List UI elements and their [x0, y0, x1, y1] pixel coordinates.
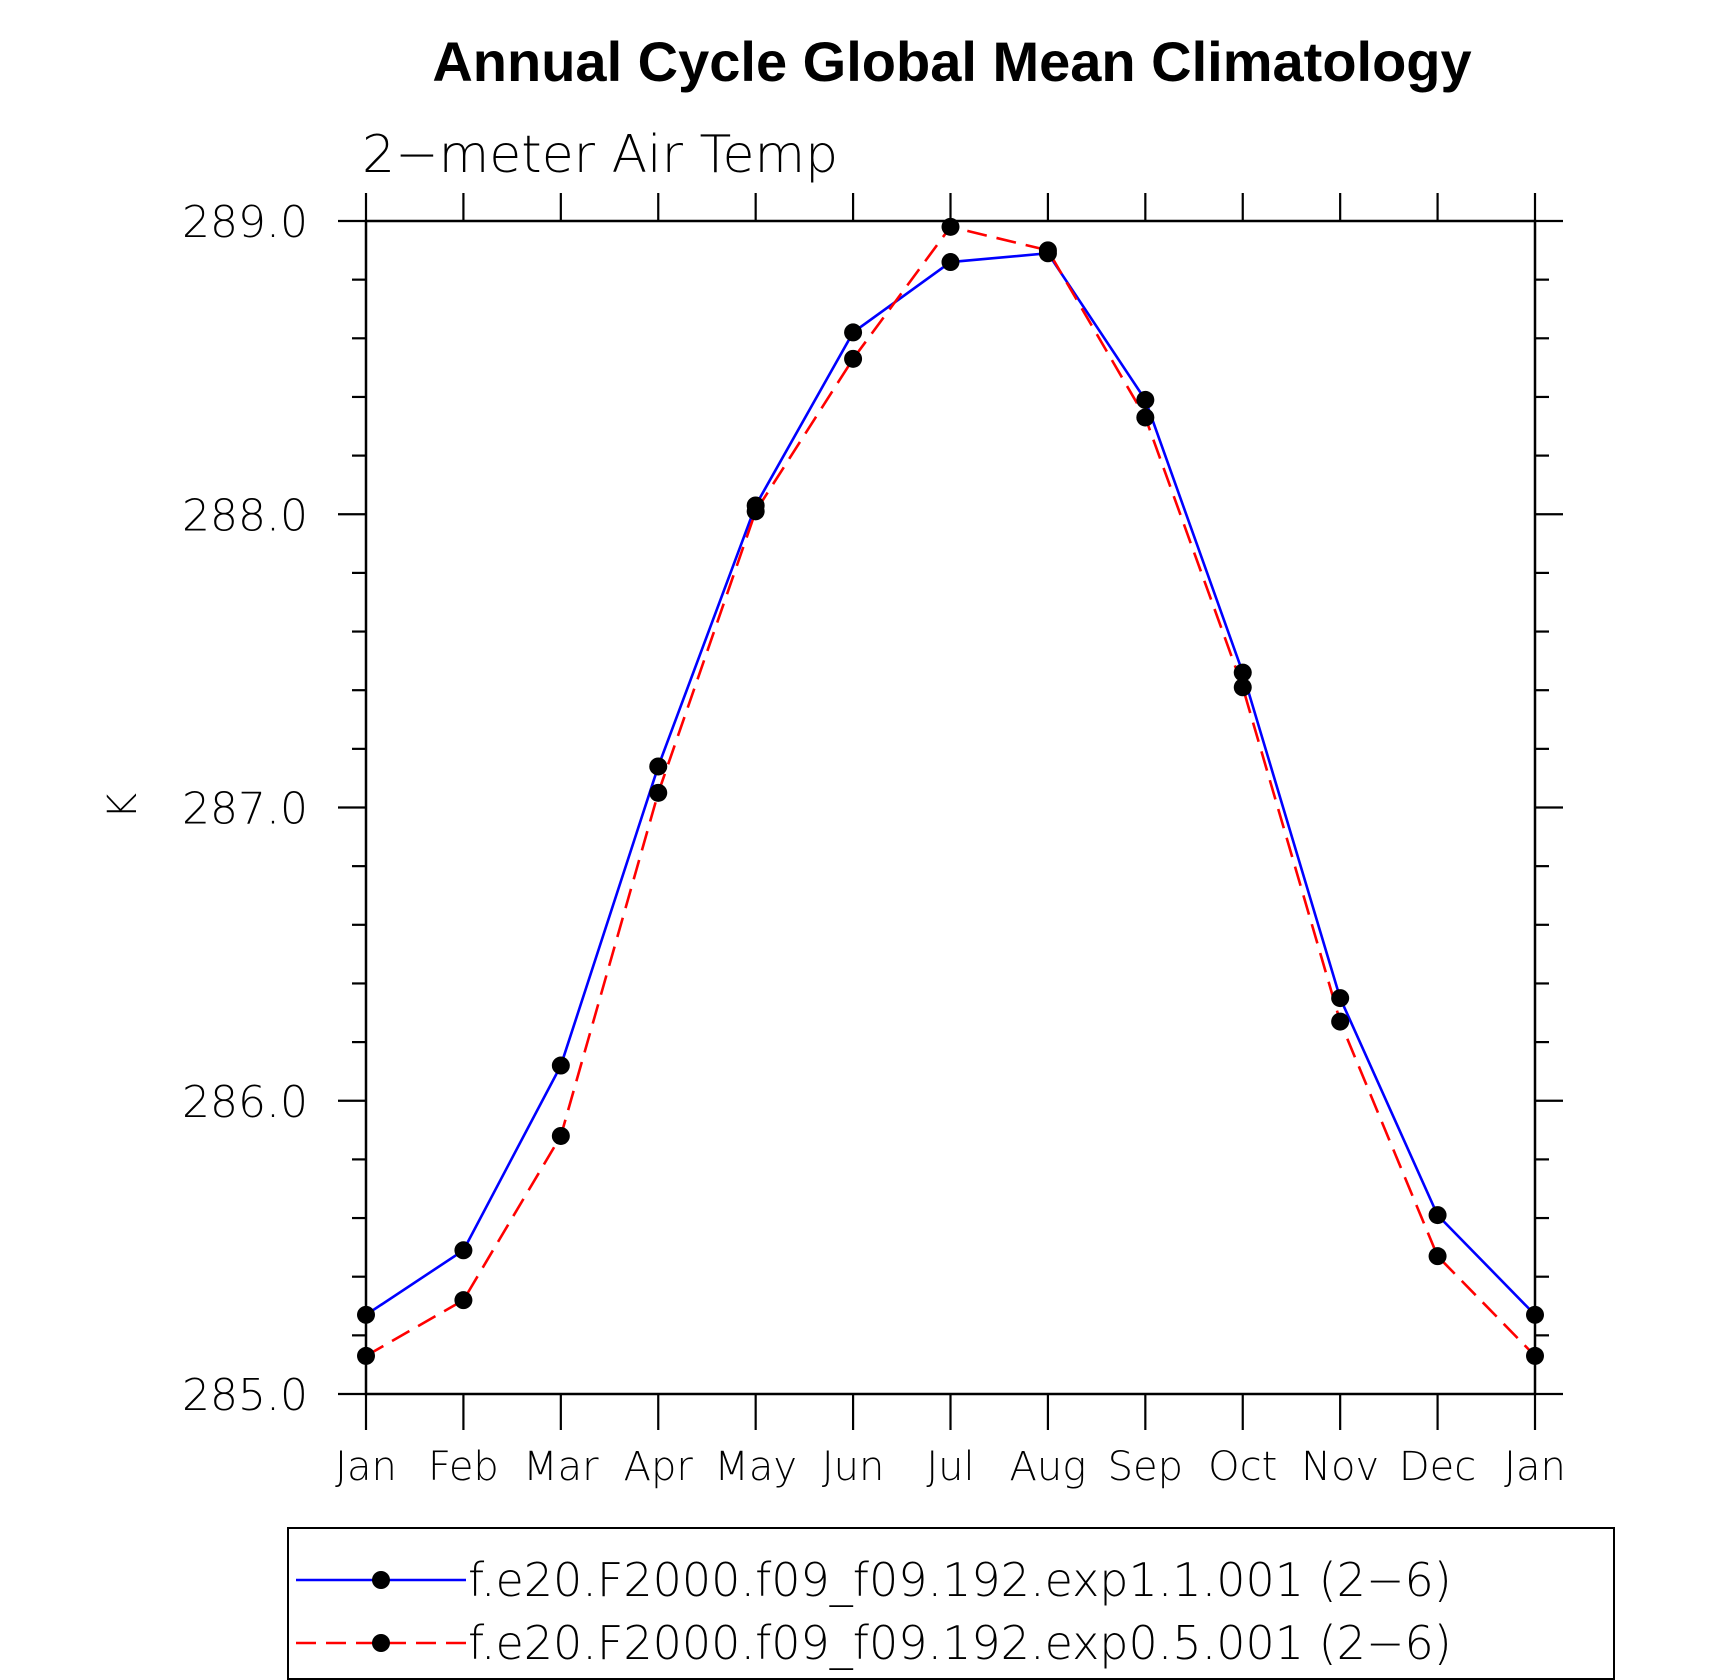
- chart-title: Annual Cycle Global Mean Climatology: [432, 30, 1471, 93]
- series-1-point: [1331, 989, 1350, 1008]
- x-tick-label: Mar: [523, 1444, 599, 1490]
- x-tick-label: Oct: [1208, 1444, 1277, 1490]
- series-2-point: [746, 502, 765, 521]
- x-tick-label: Jan: [335, 1444, 397, 1490]
- series-2-point: [1428, 1247, 1447, 1266]
- y-axis-label: K: [100, 793, 146, 819]
- series-2-point: [1331, 1012, 1350, 1031]
- x-tick-label: May: [714, 1444, 797, 1490]
- axis-ticks: [338, 193, 1563, 1430]
- x-tick-label: Jul: [926, 1444, 974, 1490]
- series-markers: [357, 217, 1544, 1365]
- x-tick-label: Apr: [624, 1444, 694, 1490]
- x-tick-label: Aug: [1010, 1444, 1087, 1490]
- series-1-point: [454, 1241, 473, 1260]
- series-1-point: [941, 253, 960, 272]
- x-tick-label: Nov: [1301, 1444, 1379, 1490]
- series-2-point: [941, 217, 960, 236]
- legend-marker-1: [372, 1571, 390, 1589]
- series-1-point: [1136, 390, 1155, 409]
- y-tick-label: 288.0: [182, 490, 308, 541]
- legend-marker-2: [372, 1634, 390, 1652]
- x-tick-label: Jan: [1504, 1444, 1566, 1490]
- x-tick-label: Jun: [822, 1444, 885, 1490]
- series-line-2: [365, 225, 1536, 1358]
- y-tick-label: 286.0: [182, 1077, 308, 1128]
- series-2-point: [649, 783, 668, 802]
- plot-frame: [364, 219, 1537, 1396]
- x-tick-label: Sep: [1108, 1444, 1183, 1490]
- series-2-point: [1038, 241, 1057, 260]
- y-tick-label: 289.0: [182, 197, 308, 248]
- series-1-point: [1428, 1206, 1447, 1225]
- series-1-point: [844, 323, 863, 342]
- series-2-point: [454, 1291, 473, 1310]
- x-tick-labels: Jan Feb Mar Apr May Jun Jul Aug Sep Oct Nov Dec Jan: [335, 1444, 1566, 1490]
- series-line-1: [365, 251, 1536, 1316]
- series-lines: [365, 225, 1536, 1358]
- legend: f.e20.F2000.f09_f09.192.exp1.1.001 (2−6)…: [287, 1527, 1615, 1680]
- x-tick-label: Dec: [1399, 1444, 1476, 1490]
- y-tick-labels: 285.0 286.0 287.0 288.0 289.0: [182, 197, 308, 1421]
- legend-label-2: f.e20.F2000.f09_f09.192.exp0.5.001 (2−6): [468, 1616, 1452, 1670]
- x-tick-label: Feb: [428, 1444, 499, 1490]
- series-1-point: [649, 757, 668, 776]
- y-tick-label: 285.0: [182, 1370, 308, 1421]
- series-2-point: [1136, 408, 1155, 427]
- series-2-point: [844, 349, 863, 368]
- legend-box: [287, 1527, 1615, 1680]
- legend-label-1: f.e20.F2000.f09_f09.192.exp1.1.001 (2−6): [468, 1553, 1452, 1607]
- y-tick-label: 287.0: [182, 784, 308, 835]
- series-2-point: [1233, 678, 1252, 697]
- series-1-point: [551, 1056, 570, 1075]
- chart-subtitle: 2−meter Air Temp: [362, 125, 838, 185]
- series-1-point: [1233, 663, 1252, 682]
- series-2-point: [551, 1126, 570, 1145]
